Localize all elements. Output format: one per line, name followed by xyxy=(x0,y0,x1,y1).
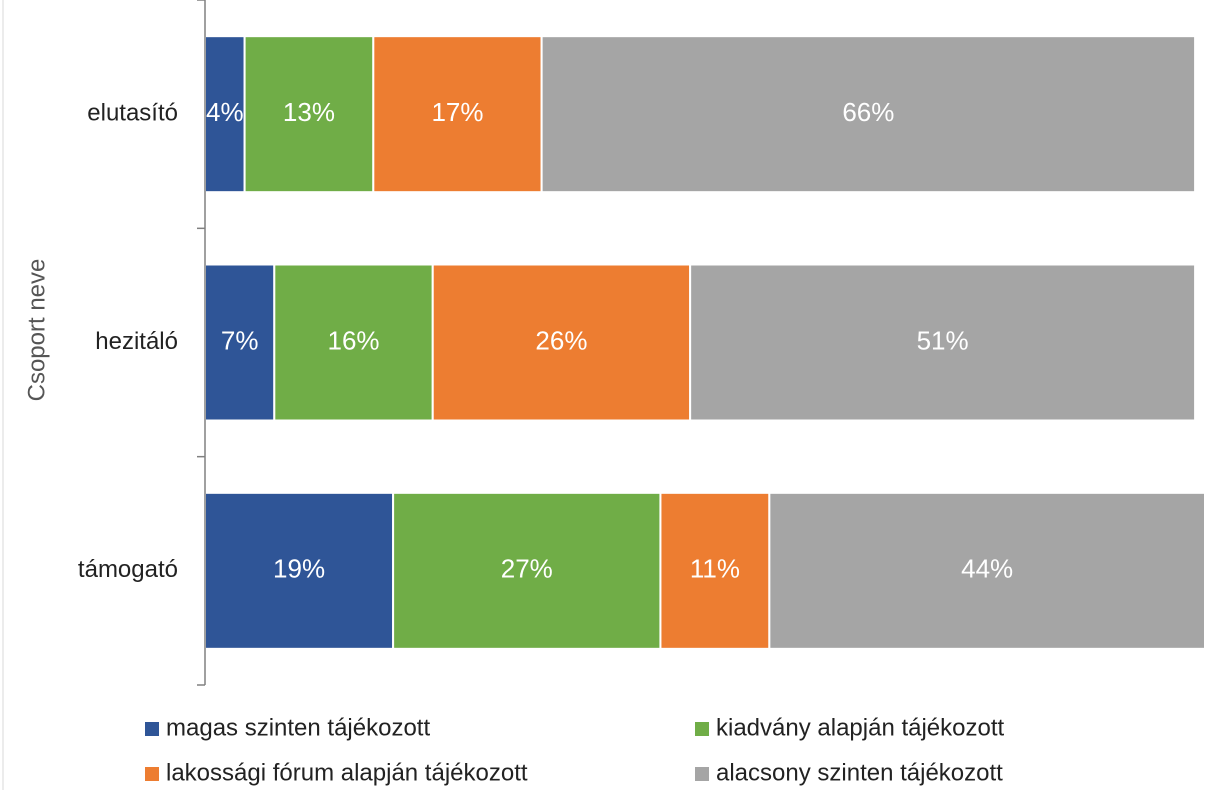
legend-swatch xyxy=(695,767,709,781)
legend-label: lakossági fórum alapján tájékozott xyxy=(166,759,528,786)
legend-label: kiadvány alapján tájékozott xyxy=(716,714,1005,741)
data-label: 16% xyxy=(327,325,379,355)
category-label: támogató xyxy=(78,556,178,583)
data-label: 66% xyxy=(842,97,894,127)
data-label: 51% xyxy=(917,325,969,355)
bar-segment xyxy=(243,35,375,194)
data-label: 11% xyxy=(690,554,740,584)
legend-swatch xyxy=(145,767,159,781)
legend-swatch xyxy=(695,722,709,736)
legend-label: alacsony szinten tájékozott xyxy=(716,759,1003,786)
bar-segment xyxy=(768,491,1206,650)
data-label: 44% xyxy=(961,554,1013,584)
data-label: 17% xyxy=(431,97,483,127)
category-label: elutasító xyxy=(87,100,178,127)
category-label: hezitáló xyxy=(95,328,178,355)
data-label: 27% xyxy=(501,554,553,584)
data-label: 7% xyxy=(221,325,259,355)
data-label: 26% xyxy=(535,325,587,355)
data-label: 13% xyxy=(283,97,335,127)
data-label: 4% xyxy=(206,97,244,127)
bar-segment xyxy=(540,35,1197,194)
bar-segment xyxy=(372,35,543,194)
bar-segment xyxy=(659,491,771,650)
bar-segment xyxy=(689,263,1197,422)
legend-label: magas szinten tájékozott xyxy=(166,714,430,741)
data-label: 19% xyxy=(273,554,325,584)
bar-segment xyxy=(392,491,662,650)
y-axis-label: Csoport neve xyxy=(23,259,50,402)
bar-segment xyxy=(273,263,434,422)
legend-swatch xyxy=(145,722,159,736)
